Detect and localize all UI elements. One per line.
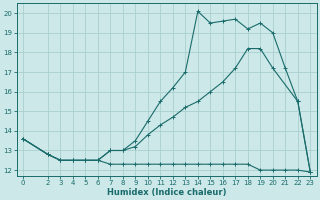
X-axis label: Humidex (Indice chaleur): Humidex (Indice chaleur)	[107, 188, 226, 197]
